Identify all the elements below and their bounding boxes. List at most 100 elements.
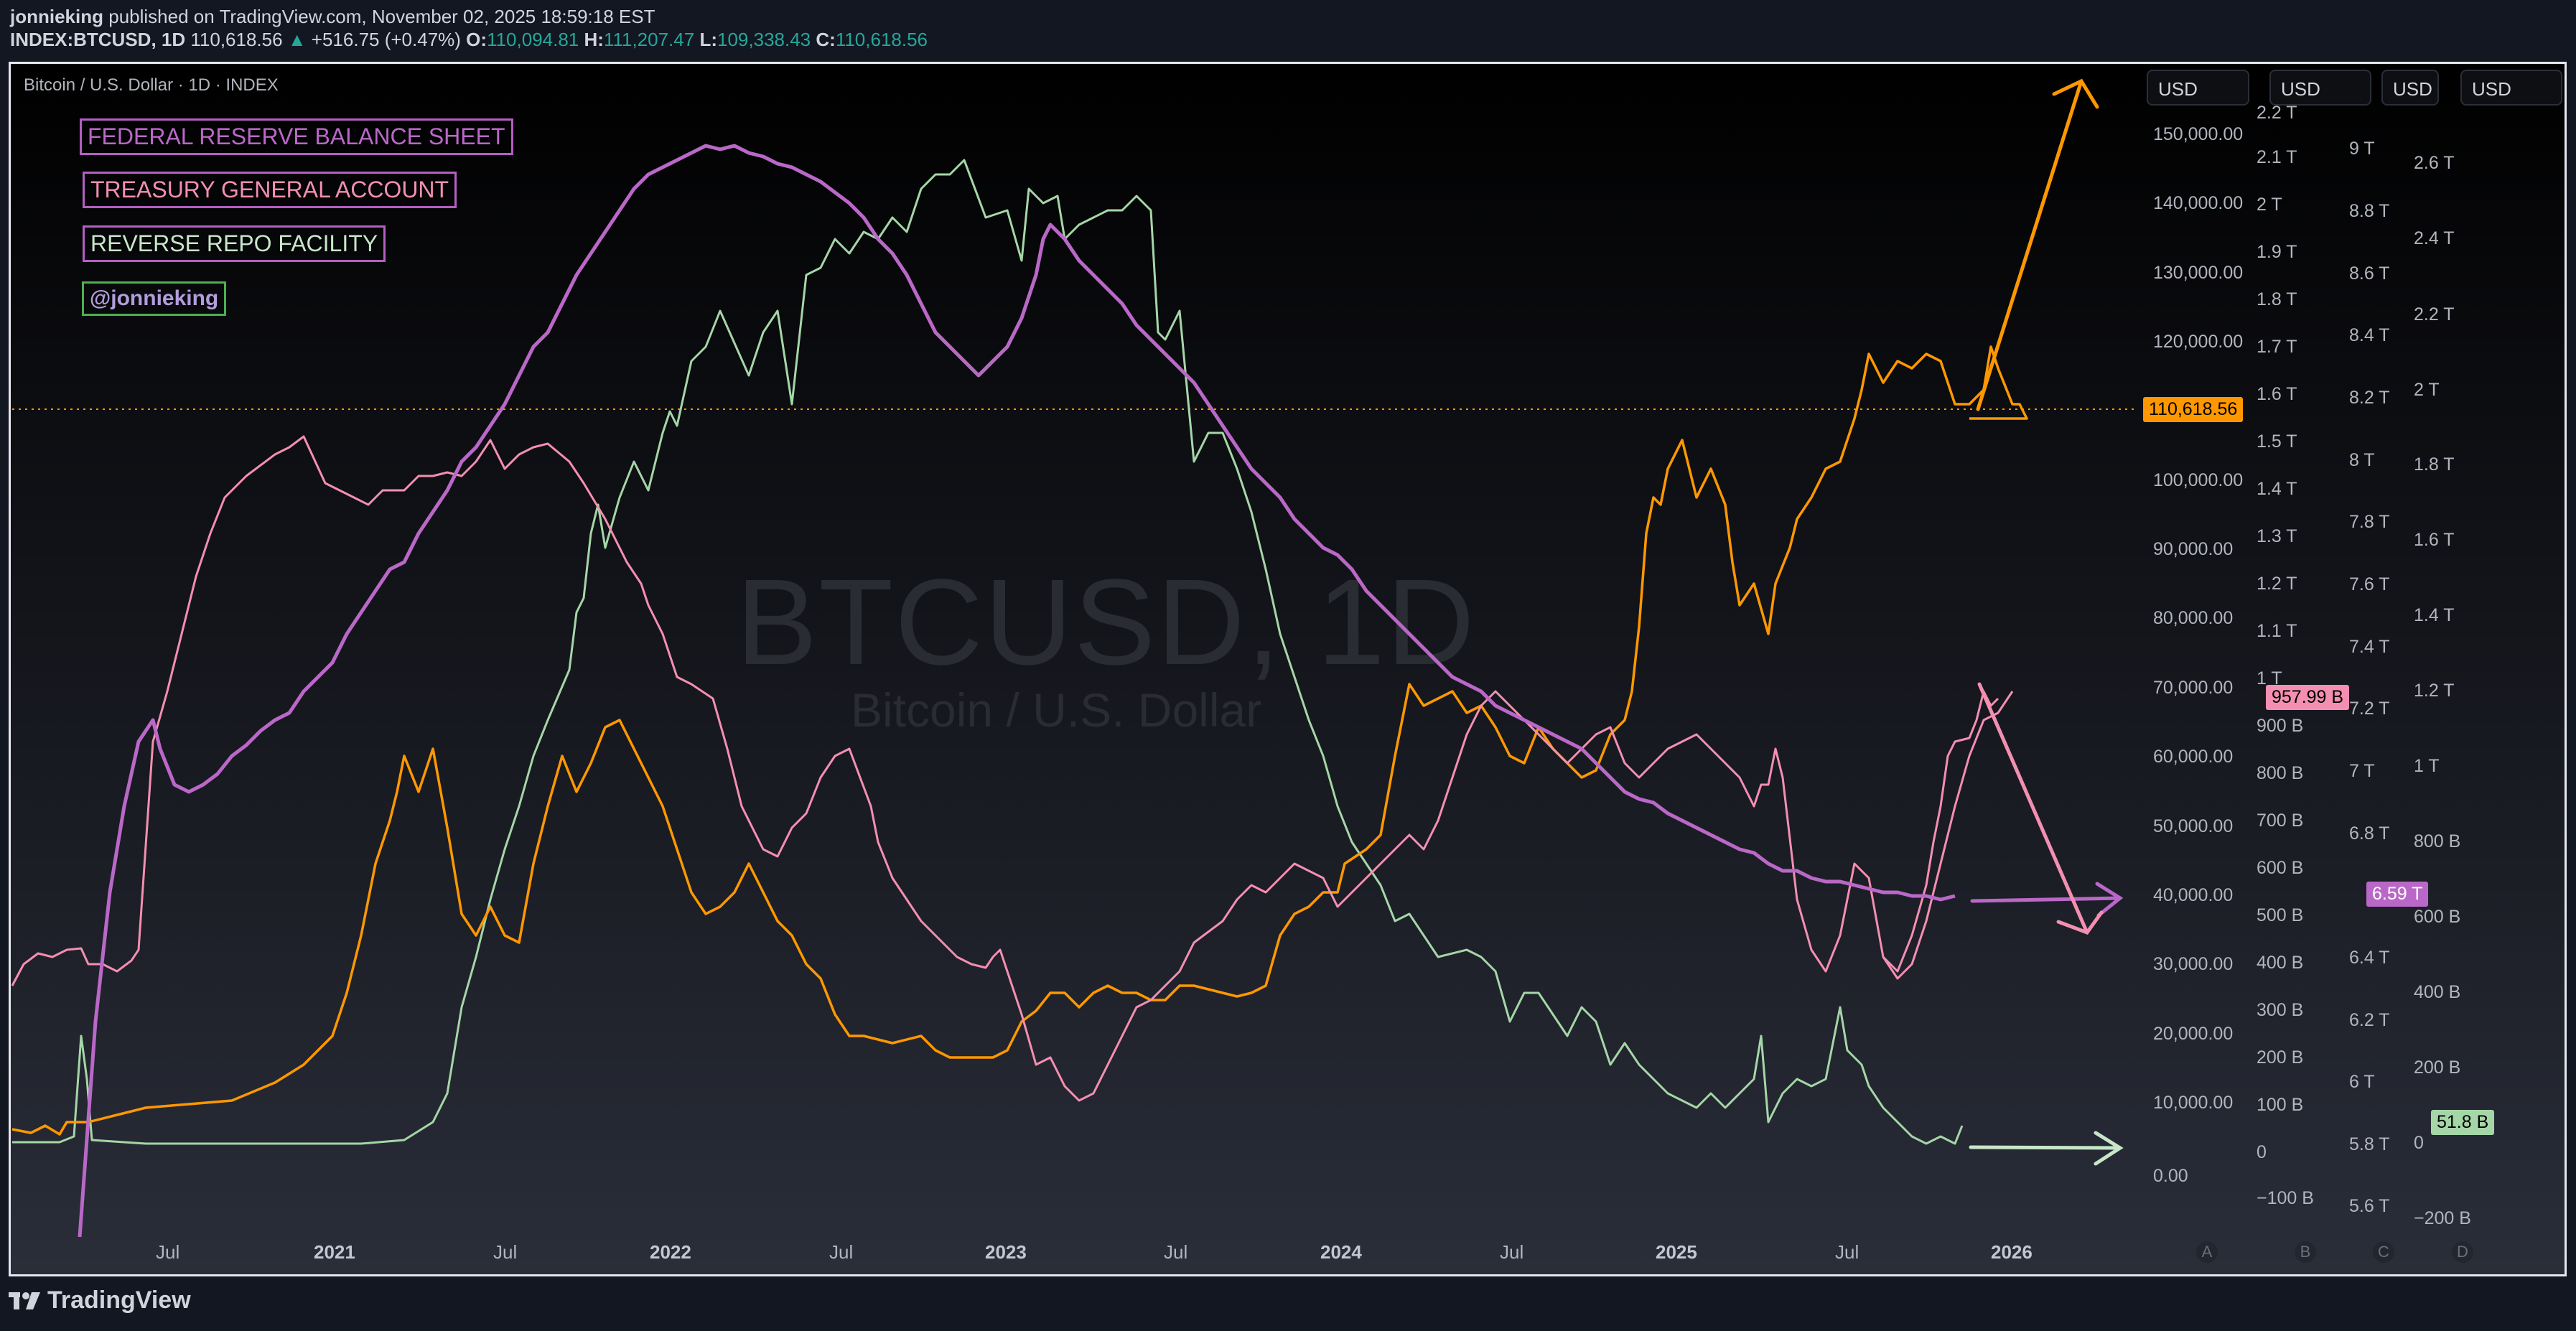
axis-b-tick: 1.4 T xyxy=(2257,479,2297,499)
pane-label-d[interactable]: D xyxy=(2452,1241,2473,1263)
axis-a-tick: 50,000.00 xyxy=(2153,816,2234,836)
tga-down-arrow[interactable] xyxy=(1977,682,2104,935)
axis-c-tick: 7.2 T xyxy=(2349,699,2390,719)
axis-b-tick: −100 B xyxy=(2257,1188,2314,1208)
time-axis-label: Jul xyxy=(156,1241,180,1263)
axis-d-tick: 800 B xyxy=(2414,831,2461,851)
tradingview-brand[interactable]: TradingView xyxy=(9,1286,191,1314)
price-change: +516.75 (+0.47%) xyxy=(311,29,461,50)
pane-label-c[interactable]: C xyxy=(2373,1241,2394,1263)
time-axis-label: 2026 xyxy=(1991,1241,2033,1263)
axis-c-tick: 8.8 T xyxy=(2349,201,2390,221)
symbol-label: INDEX:BTCUSD, 1D xyxy=(10,29,186,50)
axis-b-tick: 1.9 T xyxy=(2257,242,2297,262)
currency-button-d[interactable]: USD xyxy=(2460,70,2562,106)
axis-d-tick: 1.4 T xyxy=(2414,605,2455,625)
axis-c-tick: 6.4 T xyxy=(2349,948,2390,968)
axis-d-tick: 2 T xyxy=(2414,380,2440,400)
chart-title: Bitcoin / U.S. Dollar · 1D · INDEX xyxy=(24,75,279,95)
axis-b-tick: 700 B xyxy=(2257,811,2304,831)
axis-b-tick: 300 B xyxy=(2257,1000,2304,1020)
legend-treasury-general-account[interactable]: TREASURY GENERAL ACCOUNT xyxy=(83,172,457,208)
axis-d-tick: 0 xyxy=(2414,1133,2424,1153)
close-label: C: xyxy=(816,29,836,50)
axis-c-tick: 5.8 T xyxy=(2349,1134,2390,1154)
last-price: 110,618.56 xyxy=(190,29,283,50)
axis-c-tick: 7.8 T xyxy=(2349,512,2390,532)
axis-b-tick: 2 T xyxy=(2257,195,2282,215)
axis-b-tick: 600 B xyxy=(2257,858,2304,878)
axis-a-tick: 10,000.00 xyxy=(2153,1093,2234,1113)
axis-b-tick: 1.6 T xyxy=(2257,384,2297,404)
axis-c-tick: 6 T xyxy=(2349,1072,2375,1092)
axis-a-tick: 130,000.00 xyxy=(2153,263,2244,283)
tga-price-tag: 957.99 B xyxy=(2266,685,2350,710)
currency-button-c[interactable]: USD xyxy=(2381,70,2439,106)
pane-label-b[interactable]: B xyxy=(2295,1241,2316,1263)
fed-price-tag: 6.59 T xyxy=(2366,882,2429,907)
watermark-symbol: BTCUSD, 1D xyxy=(736,554,1476,691)
axis-c-tick: 7.4 T xyxy=(2349,637,2390,657)
open-value: 110,094.81 xyxy=(487,29,579,50)
axis-b-tick: 1.2 T xyxy=(2257,574,2297,594)
series-federal-reserve-balance-sheet[interactable] xyxy=(78,144,1956,1238)
axis-c-tick: 9 T xyxy=(2349,139,2375,159)
btc-price-tag: 110,618.56 xyxy=(2143,397,2244,422)
axis-a-tick: 0.00 xyxy=(2153,1166,2188,1186)
axis-c-tick: 8.6 T xyxy=(2349,263,2390,284)
time-axis-label: Jul xyxy=(1835,1241,1859,1263)
legend-reverse-repo[interactable]: REVERSE REPO FACILITY xyxy=(83,225,386,262)
pane-label-a[interactable]: A xyxy=(2196,1241,2218,1263)
axis-d-tick: 1.2 T xyxy=(2414,681,2455,701)
legend-author-tag[interactable]: @jonnieking xyxy=(82,281,227,316)
axis-b-tick: 0 xyxy=(2257,1142,2267,1162)
axis-c-tick: 6.2 T xyxy=(2349,1010,2390,1030)
axis-b-tick: 1.1 T xyxy=(2257,621,2297,641)
axis-c-tick: 7 T xyxy=(2349,761,2375,781)
time-axis-label: 2025 xyxy=(1656,1241,1697,1263)
axis-d-tick: 2.6 T xyxy=(2414,153,2455,173)
chart-frame[interactable]: BTCUSD, 1D Bitcoin / U.S. Dollar xyxy=(9,62,2567,1276)
axis-b-tick: 2.2 T xyxy=(2257,103,2297,123)
axis-d-tick: 2.4 T xyxy=(2414,228,2455,248)
chart-plot[interactable] xyxy=(11,64,2565,1274)
currency-button-b[interactable]: USD xyxy=(2269,70,2371,106)
axis-d-tick: 2.2 T xyxy=(2414,304,2455,324)
axis-c-tick: 8.4 T xyxy=(2349,325,2390,345)
time-axis-label: 2022 xyxy=(650,1241,691,1263)
series-reverse-repo[interactable] xyxy=(12,159,1964,1145)
watermark-description: Bitcoin / U.S. Dollar xyxy=(851,683,1262,737)
legend-fed-balance-sheet[interactable]: FEDERAL RESERVE BALANCE SHEET xyxy=(80,118,513,155)
low-value: 109,338.43 xyxy=(717,29,811,50)
axis-b-tick: 900 B xyxy=(2257,716,2304,736)
axis-d-tick: 1.6 T xyxy=(2414,530,2455,550)
axis-b-tick: 100 B xyxy=(2257,1095,2304,1115)
author-name[interactable]: jonnieking xyxy=(10,6,103,27)
currency-button-a[interactable]: USD xyxy=(2147,70,2249,106)
axis-b-tick: 1.5 T xyxy=(2257,431,2297,452)
axis-b-tick: 1.3 T xyxy=(2257,526,2297,546)
btc-up-arrow[interactable] xyxy=(1976,78,2099,411)
axis-b-tick: 1.7 T xyxy=(2257,337,2297,357)
axis-b-tick: 1.8 T xyxy=(2257,289,2297,309)
series-treasury-general-account[interactable] xyxy=(11,435,2014,1102)
time-axis-label: Jul xyxy=(1500,1241,1524,1263)
series-treasury-general-account-recent xyxy=(1882,690,1999,973)
high-label: H: xyxy=(584,29,604,50)
tradingview-logo-icon xyxy=(9,1292,40,1309)
axis-b-tick: 400 B xyxy=(2257,953,2304,973)
axis-a-tick: 90,000.00 xyxy=(2153,539,2234,559)
rrp-flat-arrow[interactable] xyxy=(1969,1131,2124,1166)
fed-flat-arrow[interactable] xyxy=(1970,882,2124,917)
axis-a-tick: 120,000.00 xyxy=(2153,332,2244,352)
open-label: O: xyxy=(466,29,487,50)
close-value: 110,618.56 xyxy=(835,29,928,50)
series-btcusd[interactable] xyxy=(11,345,2028,1136)
axis-a-tick: 60,000.00 xyxy=(2153,747,2234,767)
high-value: 111,207.47 xyxy=(603,29,695,50)
time-axis-label: 2023 xyxy=(985,1241,1027,1263)
axis-a-tick: 20,000.00 xyxy=(2153,1024,2234,1044)
axis-d-tick: 600 B xyxy=(2414,907,2461,927)
time-axis-label: Jul xyxy=(493,1241,518,1263)
axis-a-tick: 30,000.00 xyxy=(2153,954,2234,974)
